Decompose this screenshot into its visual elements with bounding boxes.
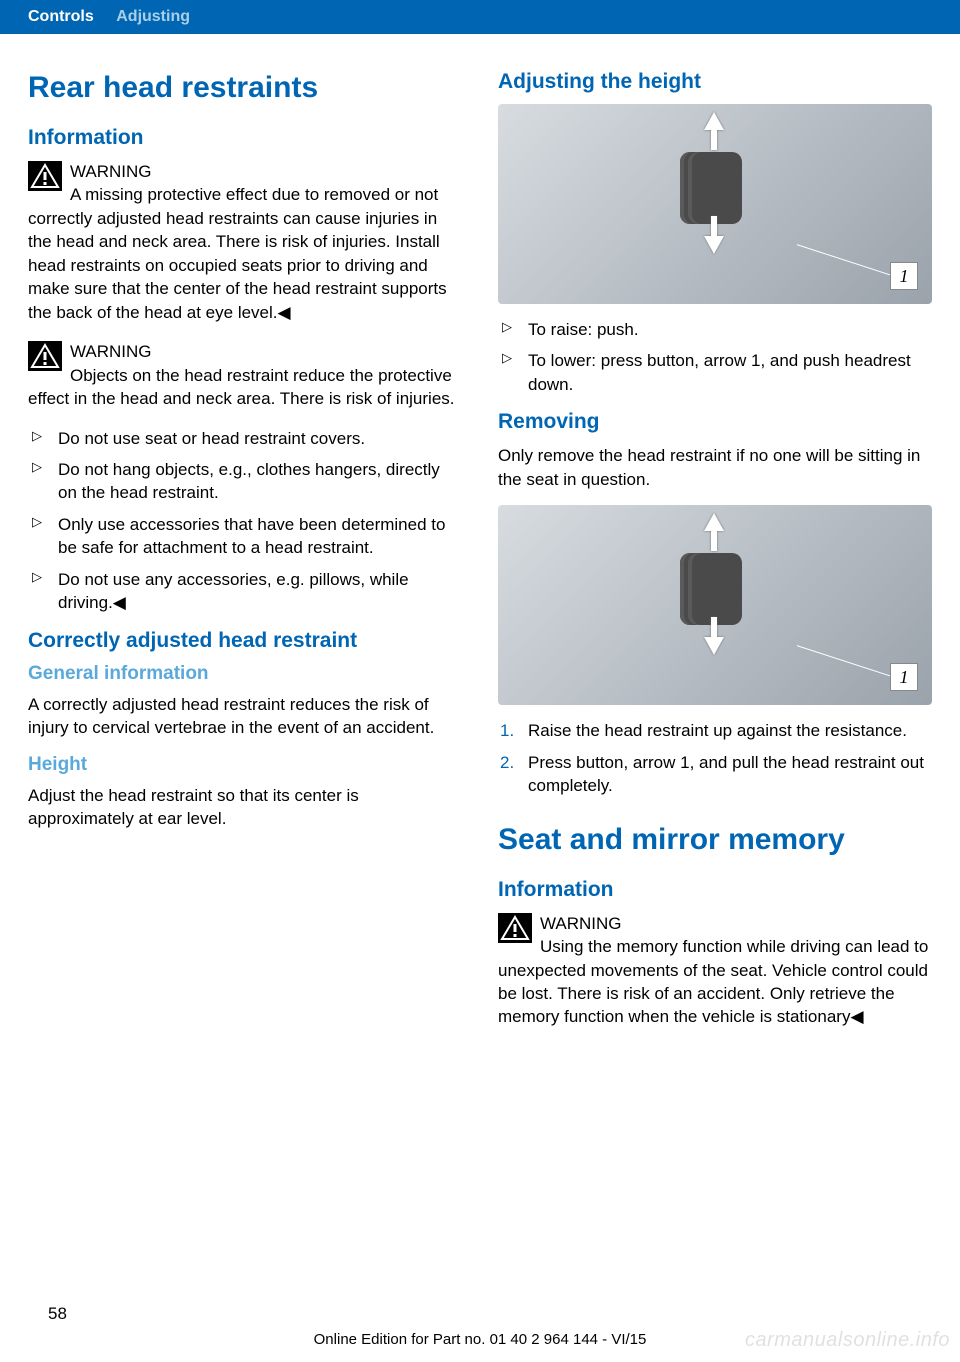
body-text: A correctly adjusted head restraint redu…: [28, 693, 462, 740]
warning-body: A missing protective effect due to re­mo…: [28, 185, 447, 321]
warning-block-2: WARNING Objects on the head restraint re…: [28, 340, 462, 410]
left-column: Rear head restraints Information WARNING…: [28, 70, 462, 1045]
subsection-removing: Removing: [498, 410, 932, 434]
list-item: 2. Press button, arrow 1, and pull the he…: [498, 751, 932, 798]
arrow-down-icon: [704, 236, 724, 254]
callout-line: [797, 645, 892, 677]
list-item: Only use accessories that have been de­t…: [28, 513, 462, 560]
figure-adjust-height: 1: [498, 104, 932, 304]
list-item: 1. Raise the head restraint up against th…: [498, 719, 932, 742]
warning-block-1: WARNING A missing protective effect due …: [28, 160, 462, 324]
list-item: Do not hang objects, e.g., clothes hange…: [28, 458, 462, 505]
step-number: 2.: [500, 751, 514, 774]
subsubsection-general-information: General information: [28, 663, 462, 685]
section-title-rear-head-restraints: Rear head restraints: [28, 70, 462, 106]
list-item: Do not use seat or head restraint covers…: [28, 427, 462, 450]
step-text: Raise the head restraint up against the …: [528, 721, 907, 740]
page-number: 58: [48, 1304, 67, 1324]
remove-step-list: 1. Raise the head restraint up against th…: [498, 719, 932, 797]
arrow-up-icon: [704, 112, 724, 130]
subsubsection-height: Height: [28, 754, 462, 776]
callout-line: [797, 244, 892, 276]
content: Rear head restraints Information WARNING…: [0, 34, 960, 1065]
subsection-adjusting-height: Adjusting the height: [498, 70, 932, 94]
arrow-down-icon: [704, 637, 724, 655]
warning-title: WARNING: [540, 914, 622, 933]
subsection-information: Information: [28, 126, 462, 150]
body-text: Only remove the head restraint if no one…: [498, 444, 932, 491]
list-item: To lower: press button, arrow 1, and pus…: [498, 349, 932, 396]
arrow-up-icon: [704, 513, 724, 531]
warning-body: Objects on the head restraint reduce the…: [28, 366, 455, 408]
step-text: Press button, arrow 1, and pull the head…: [528, 753, 924, 795]
warning-body: Using the memory function while driving …: [498, 937, 928, 1026]
adjust-bullet-list: To raise: push. To lower: press button, …: [498, 318, 932, 396]
subsection-information: Information: [498, 878, 932, 902]
headrest-graphic: [680, 152, 742, 224]
header-tab-adjusting: Adjusting: [116, 8, 190, 26]
warning-icon: [28, 341, 62, 371]
section-title-seat-mirror-memory: Seat and mirror memory: [498, 822, 932, 858]
headrest-graphic: [680, 553, 742, 625]
figure-callout: 1: [890, 663, 918, 691]
warning-bullet-list: Do not use seat or head restraint covers…: [28, 427, 462, 615]
step-number: 1.: [500, 719, 514, 742]
warning-title: WARNING: [70, 342, 152, 361]
figure-removing: 1: [498, 505, 932, 705]
list-item: Do not use any accessories, e.g. pillows…: [28, 568, 462, 615]
warning-block-3: WARNING Using the memory function while …: [498, 912, 932, 1029]
warning-icon: [498, 913, 532, 943]
warning-icon: [28, 161, 62, 191]
header-bar: Controls Adjusting: [0, 0, 960, 34]
list-item: To raise: push.: [498, 318, 932, 341]
subsection-correctly-adjusted: Correctly adjusted head restraint: [28, 629, 462, 653]
figure-callout: 1: [890, 262, 918, 290]
warning-title: WARNING: [70, 162, 152, 181]
header-tab-controls: Controls: [28, 8, 94, 26]
watermark: carmanualsonline.info: [745, 1329, 950, 1352]
body-text: Adjust the head restraint so that its ce…: [28, 784, 462, 831]
right-column: Adjusting the height 1 To raise: push. T…: [498, 70, 932, 1045]
